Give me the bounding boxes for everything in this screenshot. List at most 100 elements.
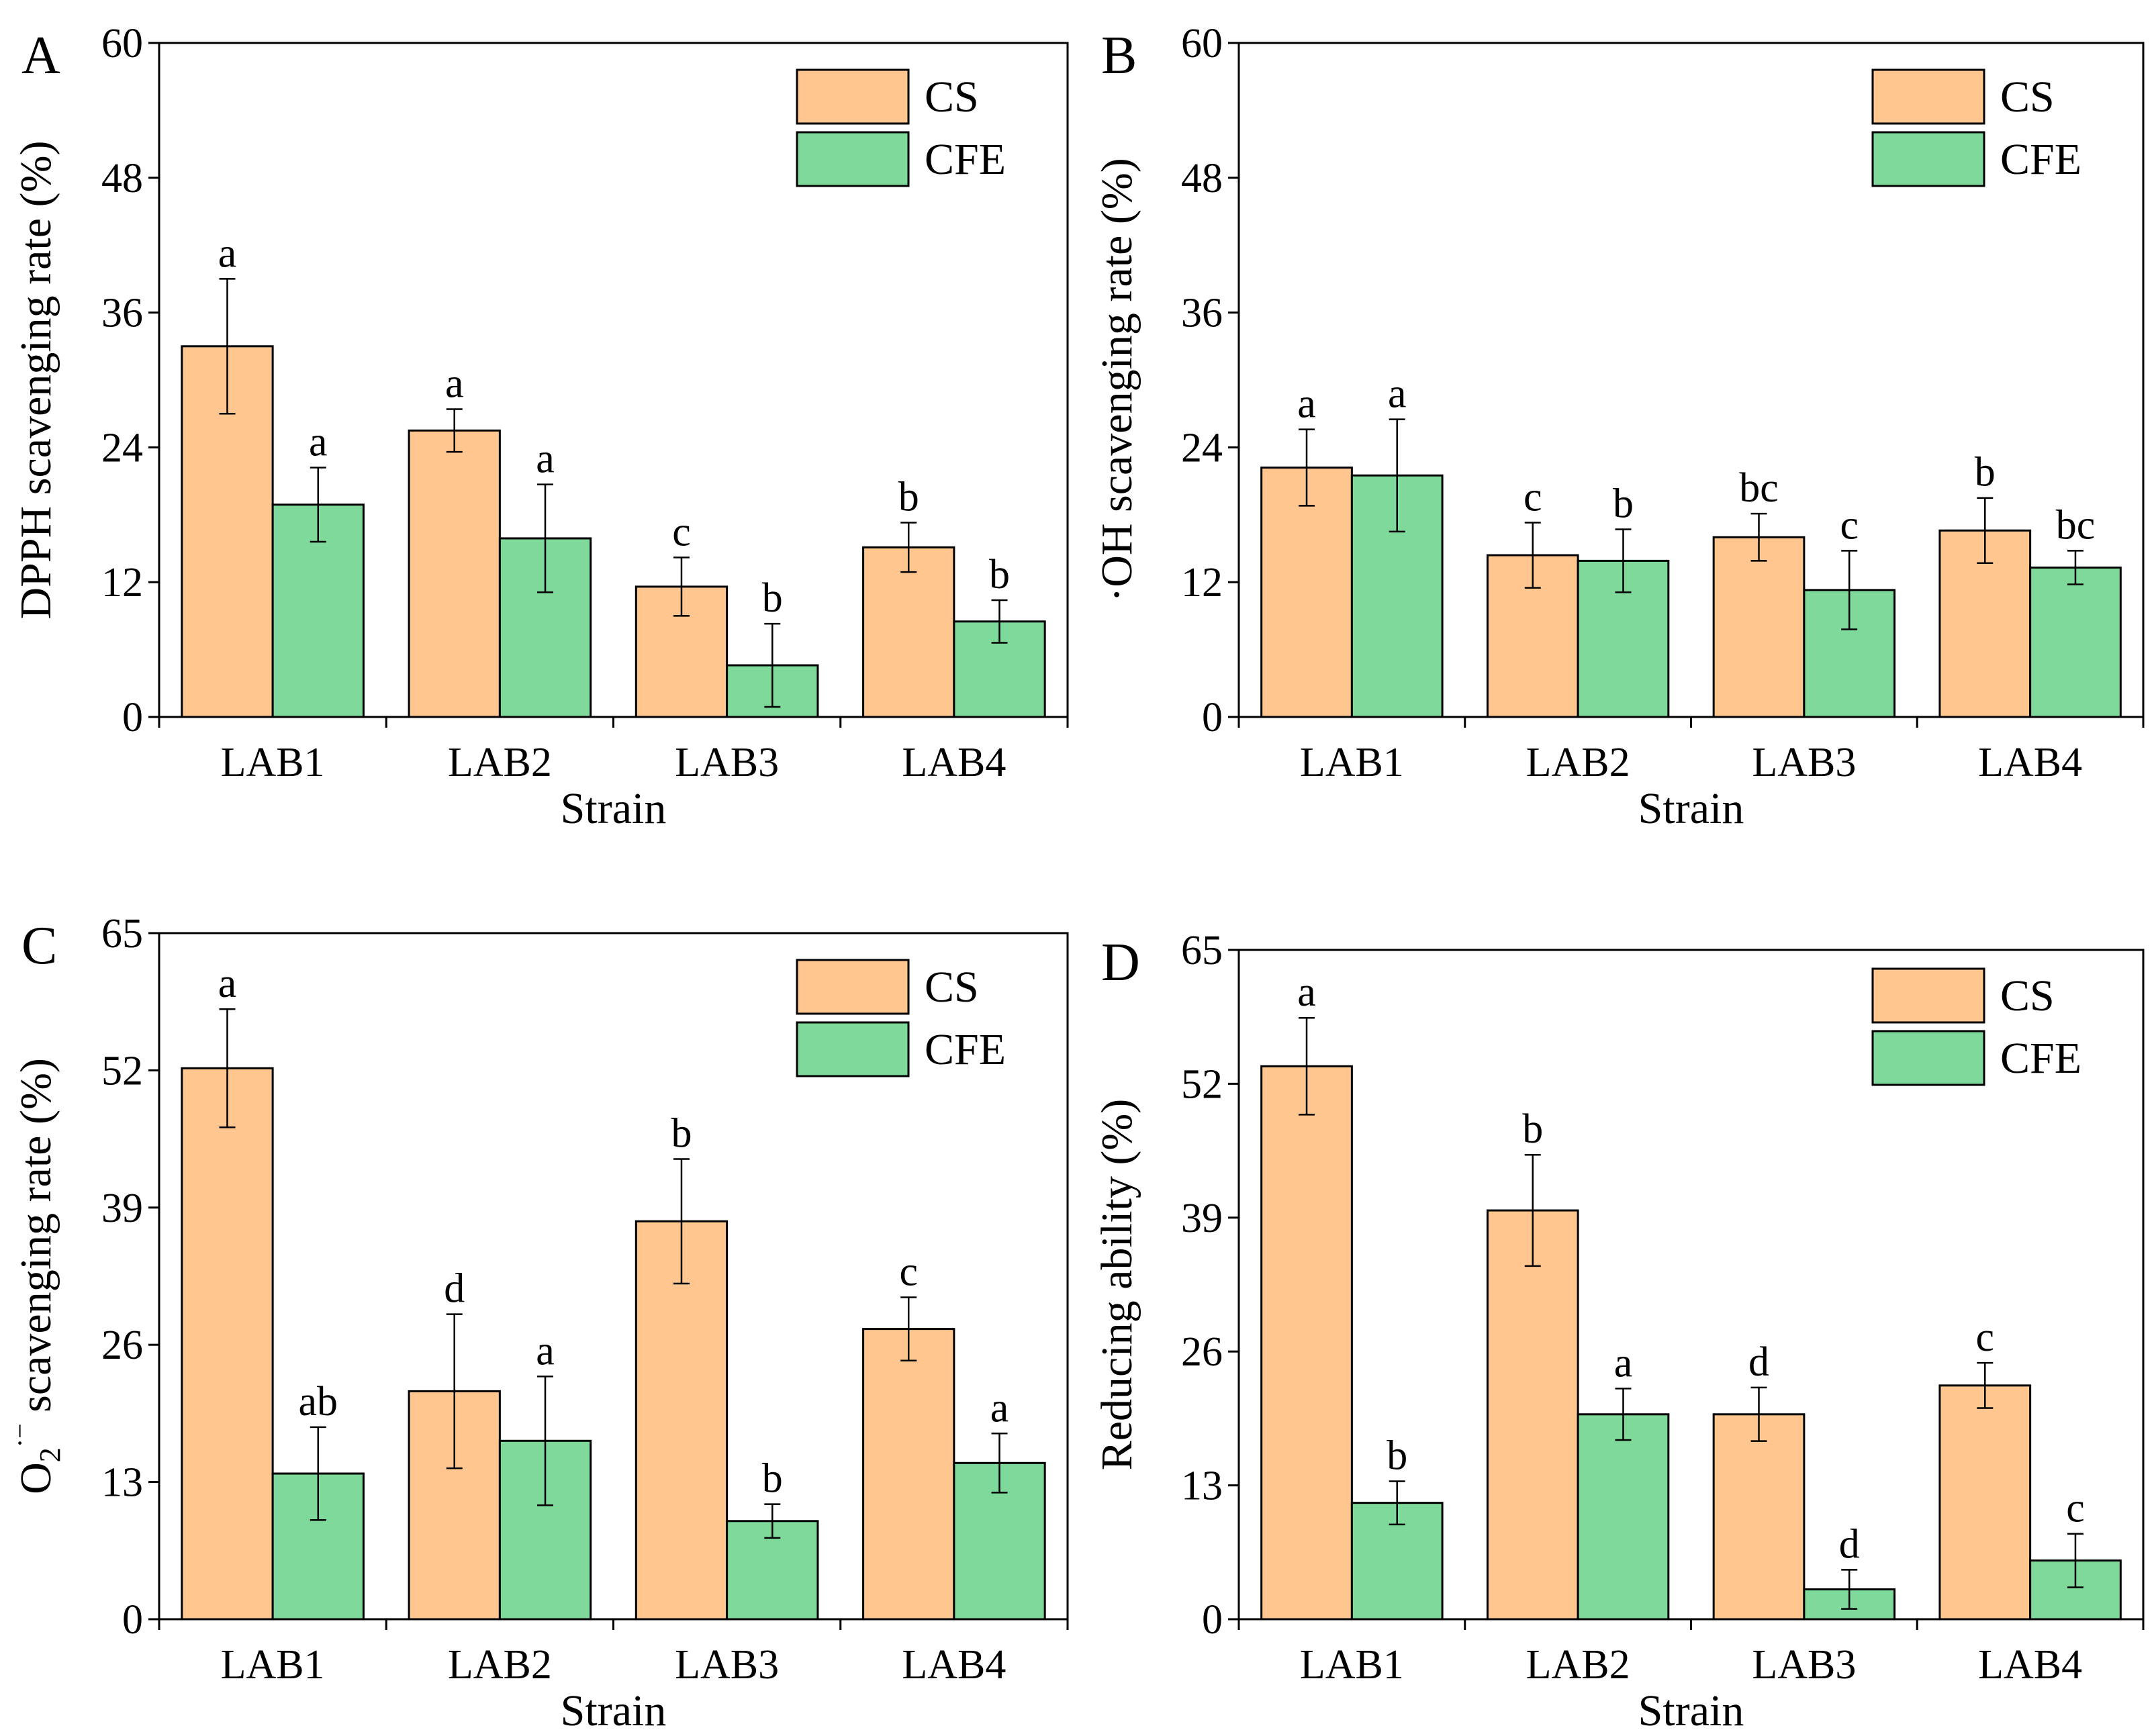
x-axis-title: Strain <box>1638 784 1744 833</box>
error-bar <box>446 408 463 453</box>
y-tick-label: 12 <box>101 560 143 606</box>
y-tick-label: 0 <box>1202 695 1223 740</box>
bar-cs-lab4 <box>1938 529 2032 718</box>
y-tick-label: 0 <box>122 695 143 740</box>
x-tick-label: LAB3 <box>675 740 779 785</box>
bar-cs-lab3 <box>1712 536 1806 718</box>
error-bar <box>1299 428 1315 507</box>
legend-label-cfe: CFE <box>2000 1034 2081 1083</box>
significance-label: d <box>444 1266 465 1312</box>
bar-cs-lab2 <box>1486 1209 1579 1621</box>
panel-letter: C <box>21 916 57 975</box>
y-axis-title: Reducing ability (%) <box>1092 1099 1141 1471</box>
error-bar <box>310 1426 326 1521</box>
legend-label-cfe: CFE <box>925 135 1006 184</box>
legend-label-cfe: CFE <box>2000 135 2081 184</box>
error-bar <box>1389 1480 1405 1526</box>
x-axis-title: Strain <box>561 1686 667 1732</box>
y-tick-label: 39 <box>101 1186 143 1231</box>
error-bar <box>1841 1569 1858 1610</box>
legend-swatch-cfe <box>796 131 910 187</box>
error-bar <box>1615 1388 1632 1441</box>
error-bar <box>1389 418 1405 533</box>
error-bar <box>1750 512 1767 562</box>
y-axis-title: O2·− scavenging rate (%) <box>5 1058 66 1494</box>
error-bar <box>537 483 554 593</box>
legend-swatch-cs <box>796 959 910 1015</box>
legend-label-cfe: CFE <box>925 1025 1006 1074</box>
y-tick-label: 26 <box>1181 1329 1223 1375</box>
significance-label: c <box>1976 1314 1995 1360</box>
legend-swatch-cfe <box>1871 1030 1985 1086</box>
y-tick-label: 48 <box>101 156 143 201</box>
significance-label: d <box>1839 1521 1860 1567</box>
error-bar <box>673 557 690 617</box>
error-bar <box>764 622 781 708</box>
x-axis-title: Strain <box>1638 1686 1744 1732</box>
y-tick-label: 65 <box>1181 928 1223 973</box>
significance-label: bc <box>2056 502 2096 548</box>
x-tick-label: LAB3 <box>1752 1642 1856 1688</box>
legend-label-cs: CS <box>925 963 979 1012</box>
error-bar <box>1841 550 1858 630</box>
x-tick-label: LAB1 <box>1300 1642 1404 1688</box>
significance-label: a <box>445 361 464 407</box>
error-bar <box>310 467 326 543</box>
x-tick-label: LAB4 <box>902 740 1006 785</box>
y-tick-label: 13 <box>1181 1463 1223 1509</box>
bar-cs-lab2 <box>408 429 501 718</box>
significance-label: c <box>1524 475 1542 520</box>
error-bar <box>764 1503 781 1539</box>
significance-label: a <box>990 1385 1009 1431</box>
error-bar <box>1750 1386 1767 1442</box>
significance-label: ab <box>299 1379 338 1425</box>
x-tick-label: LAB2 <box>1526 1642 1630 1688</box>
error-bar <box>537 1376 554 1506</box>
significance-label: b <box>1975 450 1996 495</box>
significance-label: a <box>1614 1340 1633 1386</box>
legend-swatch-cs <box>796 68 910 125</box>
significance-label: a <box>309 420 328 465</box>
significance-label: c <box>672 509 691 555</box>
x-tick-label: LAB4 <box>1978 740 2082 785</box>
significance-label: a <box>218 230 237 276</box>
significance-label: a <box>1297 381 1316 427</box>
error-bar <box>2067 1533 2083 1588</box>
error-bar <box>1977 1361 1994 1409</box>
error-bar <box>2067 550 2083 585</box>
significance-label: b <box>762 575 783 621</box>
legend-label-cs: CS <box>925 73 979 122</box>
bar-cfe-lab2 <box>1577 1413 1670 1621</box>
y-axis-title: DPPH scavenging rate (%) <box>11 141 60 620</box>
significance-label: a <box>1388 371 1407 417</box>
y-tick-label: 36 <box>1181 291 1223 336</box>
x-tick-label: LAB3 <box>675 1642 779 1688</box>
y-tick-label: 65 <box>101 911 143 957</box>
bar-cs-lab4 <box>1938 1384 2032 1621</box>
legend: CS CFE <box>796 959 1006 1077</box>
x-tick-label: LAB2 <box>1526 740 1630 785</box>
significance-label: a <box>536 436 555 482</box>
significance-label: a <box>536 1328 555 1374</box>
y-tick-label: 52 <box>1181 1061 1223 1107</box>
x-tick-label: LAB1 <box>1300 740 1404 785</box>
legend: CS CFE <box>796 68 1006 187</box>
significance-label: a <box>1297 969 1316 1015</box>
legend-label-cs: CS <box>2000 73 2055 122</box>
y-tick-label: 48 <box>1181 156 1223 201</box>
panel-letter: D <box>1101 933 1140 992</box>
y-tick-label: 12 <box>1181 560 1223 606</box>
error-bar <box>446 1313 463 1470</box>
y-tick-label: 60 <box>101 21 143 66</box>
significance-label: d <box>1748 1339 1769 1385</box>
significance-label: c <box>2066 1486 2085 1531</box>
y-tick-label: 24 <box>101 425 143 471</box>
x-tick-label: LAB2 <box>448 1642 552 1688</box>
significance-label: b <box>1613 481 1634 527</box>
significance-label: b <box>989 552 1010 597</box>
x-tick-label: LAB1 <box>221 1642 325 1688</box>
x-tick-label: LAB1 <box>221 740 325 785</box>
significance-label: b <box>671 1110 692 1156</box>
